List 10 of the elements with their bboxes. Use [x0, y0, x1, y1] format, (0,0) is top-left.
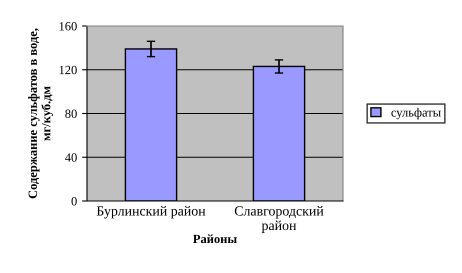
legend-label: сульфаты: [391, 108, 441, 120]
y-tick-label: 80: [65, 110, 77, 118]
x-tick-label: Бурлинский район: [96, 206, 206, 218]
y-axis-title: Содержание сульфатов в воде, мг/куб.дм: [28, 28, 53, 198]
y-tick-label: 0: [72, 197, 77, 206]
y-tick-label: 160: [60, 22, 77, 30]
y-tick-label: 40: [65, 153, 77, 162]
x-tick-label: Славгородский район: [234, 206, 324, 233]
y-tick-label: 120: [60, 66, 77, 74]
x-axis-title: Районы: [193, 234, 237, 244]
